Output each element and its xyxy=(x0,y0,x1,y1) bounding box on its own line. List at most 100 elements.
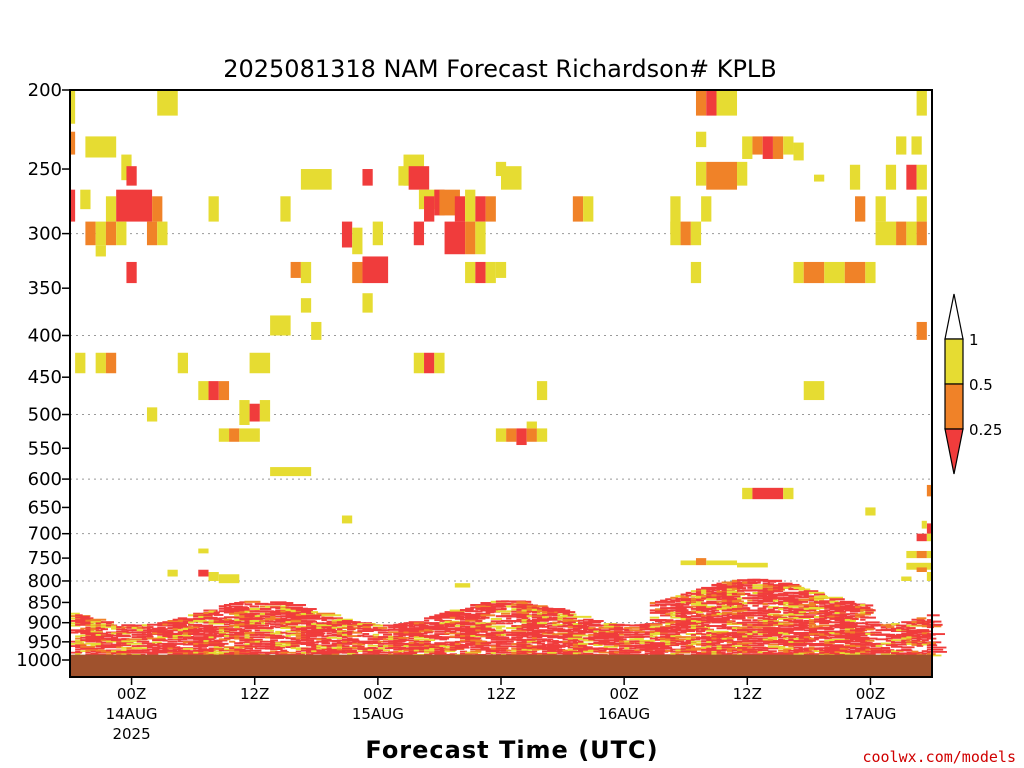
boundary-cell-ri-0-5-to-1 xyxy=(213,650,222,653)
boundary-cell-ri-below-0-25 xyxy=(624,651,640,654)
boundary-cell-ri-below-0-25 xyxy=(793,651,814,654)
boundary-cell-ri-below-0-25 xyxy=(695,591,702,594)
boundary-cell-ri-below-0-25 xyxy=(75,621,92,624)
boundary-cell-ri-below-0-25 xyxy=(213,644,224,646)
boundary-cell-ri-below-0-25 xyxy=(906,622,916,625)
boundary-cell-ri-below-0-25 xyxy=(762,647,781,650)
boundary-cell-ri-0-5-to-1 xyxy=(280,605,288,608)
boundary-cell-ri-0-25-to-0-5 xyxy=(259,605,266,608)
boundary-cell-ri-below-0-25 xyxy=(926,635,933,638)
boundary-cell-ri-below-0-25 xyxy=(408,639,420,642)
boundary-cell-ri-0-25-to-0-5 xyxy=(80,645,96,648)
boundary-cell-ri-below-0-25 xyxy=(501,649,511,652)
boundary-cell-ri-0-5-to-1 xyxy=(131,626,139,629)
boundary-cell-ri-0-25-to-0-5 xyxy=(475,640,488,643)
boundary-cell-ri-0-5-to-1 xyxy=(372,633,380,636)
boundary-cell-ri-below-0-25 xyxy=(685,646,693,649)
x-tick-label-5-0: 12Z xyxy=(733,685,762,703)
x-tick-label-4-0: 00Z xyxy=(609,685,638,703)
boundary-cell-ri-0-5-to-1 xyxy=(413,649,429,652)
boundary-cell-ri-below-0-25 xyxy=(280,619,290,622)
boundary-cell-ri-below-0-25 xyxy=(357,645,365,648)
boundary-cell-ri-below-0-25 xyxy=(778,641,790,643)
boundary-cell-ri-below-0-25 xyxy=(157,649,178,652)
boundary-cell-ri-0-5-to-1 xyxy=(275,630,282,633)
heatmap-cell-ri-0-5-to-1 xyxy=(901,576,912,581)
boundary-cell-ri-below-0-25 xyxy=(906,631,927,634)
boundary-cell-ri-below-0-25 xyxy=(290,622,306,625)
boundary-cell-ri-below-0-25 xyxy=(731,631,741,634)
boundary-cell-ri-below-0-25 xyxy=(259,607,272,610)
boundary-cell-ri-below-0-25 xyxy=(393,644,413,647)
boundary-cell-ri-below-0-25 xyxy=(198,632,206,635)
boundary-cell-ri-below-0-25 xyxy=(157,651,175,654)
boundary-cell-ri-below-0-25 xyxy=(896,636,917,639)
boundary-cell-ri-below-0-25 xyxy=(829,649,840,652)
boundary-cell-ri-below-0-25 xyxy=(218,610,239,613)
boundary-cell-ri-below-0-25 xyxy=(921,650,928,653)
boundary-cell-ri-0-5-to-1 xyxy=(649,626,666,629)
boundary-cell-ri-below-0-25 xyxy=(901,628,910,631)
boundary-cell-ri-0-5-to-1 xyxy=(490,617,502,620)
heatmap-cell-ri-0-5-to-1 xyxy=(526,421,537,429)
heatmap-cell-ri-0-25-to-0-5 xyxy=(680,221,691,246)
boundary-cell-ri-below-0-25 xyxy=(454,647,464,650)
boundary-cell-ri-below-0-25 xyxy=(208,638,215,641)
boundary-cell-ri-below-0-25 xyxy=(408,628,426,631)
boundary-cell-ri-below-0-25 xyxy=(480,628,496,631)
boundary-cell-ri-below-0-25 xyxy=(706,620,720,623)
heatmap-cell-ri-0-5-to-1 xyxy=(352,227,363,255)
boundary-cell-ri-below-0-25 xyxy=(418,644,429,646)
heatmap-cell-ri-0-25-to-0-5 xyxy=(229,428,240,442)
boundary-cell-ri-0-5-to-1 xyxy=(670,614,679,617)
boundary-cell-ri-below-0-25 xyxy=(531,652,544,655)
boundary-cell-ri-0-25-to-0-5 xyxy=(726,648,747,650)
boundary-cell-ri-below-0-25 xyxy=(213,635,230,637)
boundary-cell-ri-below-0-25 xyxy=(675,631,687,634)
boundary-cell-ri-below-0-25 xyxy=(747,626,757,629)
boundary-cell-ri-below-0-25 xyxy=(270,620,290,623)
boundary-cell-ri-below-0-25 xyxy=(880,649,895,652)
boundary-cell-ri-below-0-25 xyxy=(588,636,602,639)
boundary-cell-ri-below-0-25 xyxy=(465,615,483,618)
boundary-cell-ri-below-0-25 xyxy=(90,632,107,635)
boundary-cell-ri-below-0-25 xyxy=(608,653,616,655)
boundary-cell-ri-below-0-25 xyxy=(223,611,235,614)
boundary-cell-ri-below-0-25 xyxy=(536,640,546,643)
boundary-cell-ri-below-0-25 xyxy=(362,633,370,635)
boundary-cell-ri-below-0-25 xyxy=(223,606,232,609)
boundary-cell-ri-0-5-to-1 xyxy=(819,595,828,598)
boundary-cell-ri-0-25-to-0-5 xyxy=(336,644,343,646)
boundary-cell-ri-below-0-25 xyxy=(793,594,799,597)
boundary-cell-ri-below-0-25 xyxy=(285,623,299,626)
boundary-cell-ri-0-5-to-1 xyxy=(716,645,722,648)
boundary-cell-ri-below-0-25 xyxy=(644,648,665,650)
boundary-cell-ri-below-0-25 xyxy=(306,642,313,645)
heatmap-cell-ri-0-5-to-1 xyxy=(198,548,209,554)
boundary-cell-ri-0-5-to-1 xyxy=(716,608,728,611)
heatmap-cell-ri-0-5-to-1 xyxy=(916,90,927,116)
boundary-cell-ri-below-0-25 xyxy=(552,642,559,645)
boundary-cell-ri-below-0-25 xyxy=(865,606,871,609)
boundary-cell-ri-below-0-25 xyxy=(603,643,620,646)
y-tick-label-350: 350 xyxy=(28,278,62,299)
boundary-cell-ri-below-0-25 xyxy=(783,611,794,614)
boundary-cell-ri-below-0-25 xyxy=(793,621,813,624)
boundary-cell-ri-0-25-to-0-5 xyxy=(454,643,462,645)
boundary-cell-ri-below-0-25 xyxy=(706,617,724,620)
boundary-cell-ri-below-0-25 xyxy=(860,646,870,649)
boundary-cell-ri-0-5-to-1 xyxy=(547,651,557,654)
boundary-cell-ri-0-25-to-0-5 xyxy=(690,636,701,639)
boundary-cell-ri-0-25-to-0-5 xyxy=(90,618,107,621)
boundary-cell-ri-below-0-25 xyxy=(788,608,804,611)
credit-text[interactable]: coolwx.com/models xyxy=(862,748,1016,766)
boundary-cell-ri-0-25-to-0-5 xyxy=(465,619,483,622)
boundary-cell-ri-0-25-to-0-5 xyxy=(808,633,828,636)
boundary-cell-ri-below-0-25 xyxy=(424,642,431,645)
boundary-cell-ri-0-5-to-1 xyxy=(495,629,504,632)
heatmap-cell-ri-0-25-to-0-5 xyxy=(218,381,230,401)
boundary-cell-ri-0-25-to-0-5 xyxy=(403,649,420,652)
boundary-cell-ri-below-0-25 xyxy=(670,637,679,640)
heatmap-cell-ri-0-5-to-1 xyxy=(249,352,271,374)
boundary-cell-ri-below-0-25 xyxy=(213,630,222,633)
